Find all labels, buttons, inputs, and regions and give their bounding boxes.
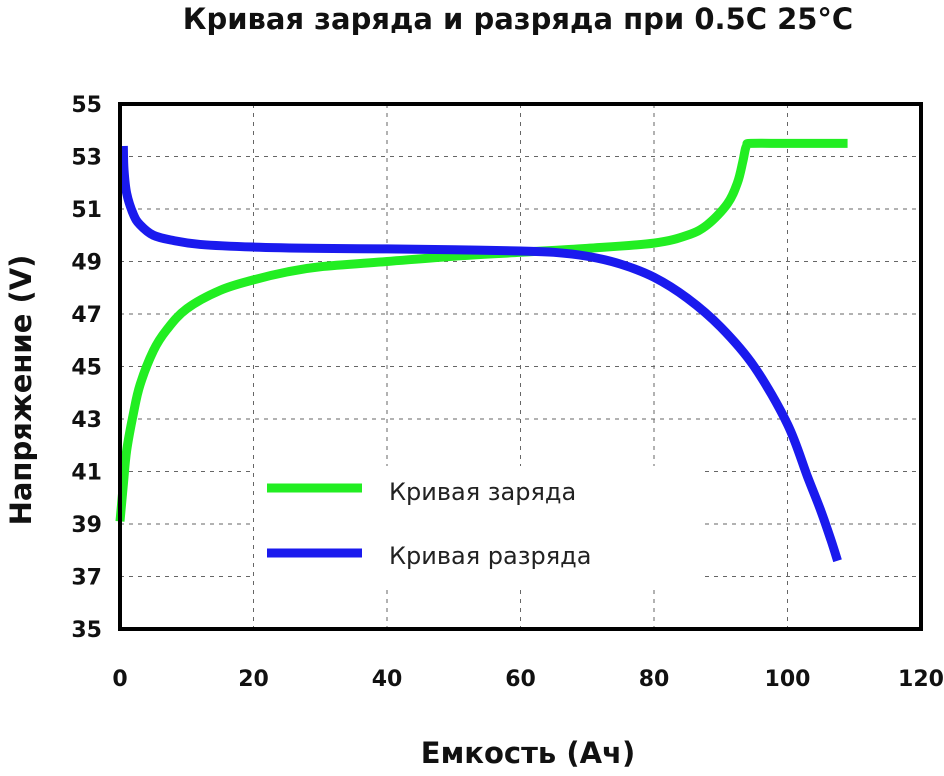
y-axis-label: Напряжение (V): [4, 255, 38, 526]
y-tick-label: 35: [71, 618, 102, 643]
y-tick-label: 37: [71, 566, 102, 591]
y-tick-label: 41: [71, 461, 102, 486]
series-line-charge: [115, 138, 848, 522]
y-tick-label: 47: [71, 303, 102, 328]
x-tick-label: 120: [898, 667, 944, 692]
x-axis-label: Емкость (Ач): [421, 736, 635, 770]
legend: Кривая заряда Кривая разряда: [255, 466, 705, 586]
y-tick-label: 43: [71, 408, 102, 433]
series-layer: [115, 138, 848, 563]
chart-title: Кривая заряда и разряда при 0.5C 25°C: [183, 2, 853, 36]
x-tick-label: 0: [112, 667, 127, 692]
y-tick-label: 49: [71, 251, 102, 276]
y-tick-label: 51: [71, 198, 102, 223]
x-tick-label: 100: [765, 667, 811, 692]
legend-label-discharge: Кривая разряда: [389, 542, 591, 570]
y-tick-label: 45: [71, 356, 102, 381]
x-tick-label: 80: [639, 667, 670, 692]
x-tick-labels: 0 20 40 60 80 100 120: [112, 667, 944, 692]
series-line-discharge: [118, 145, 842, 563]
legend-label-charge: Кривая заряда: [389, 478, 576, 506]
plot-frame: [118, 102, 923, 631]
y-tick-label: 39: [71, 513, 102, 538]
y-tick-label: 53: [71, 146, 102, 171]
x-tick-label: 40: [372, 667, 403, 692]
x-tick-label: 60: [505, 667, 536, 692]
x-tick-label: 20: [238, 667, 269, 692]
y-tick-labels: 35 37 39 41 43 45 47 49 51 53 55: [71, 93, 102, 643]
y-tick-label: 55: [71, 93, 102, 118]
